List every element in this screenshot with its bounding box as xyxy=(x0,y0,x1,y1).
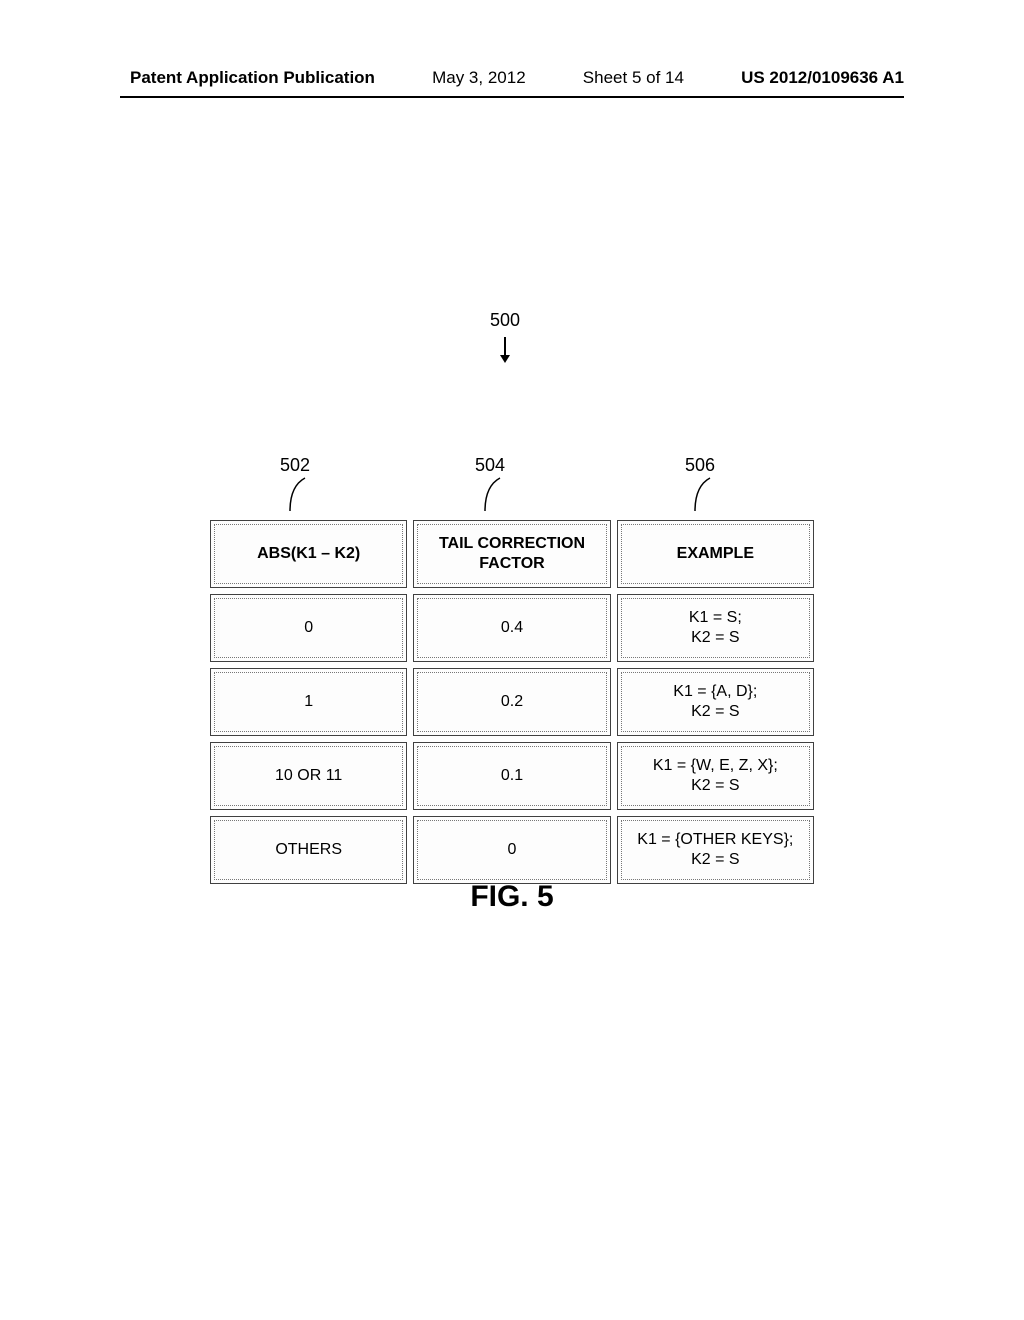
publication-date: May 3, 2012 xyxy=(432,68,526,88)
table-cell-text: K1 = {A, D}; K2 = S xyxy=(673,682,757,722)
figure-reference-number: 500 xyxy=(490,310,520,330)
sheet-number: Sheet 5 of 14 xyxy=(583,68,684,88)
table-cell-text: 0 xyxy=(508,840,517,860)
table-cell-text: K1 = {W, E, Z, X}; K2 = S xyxy=(653,756,778,796)
leader-line-icon xyxy=(465,476,515,516)
header-divider xyxy=(120,96,904,98)
table-cell: 0.1 xyxy=(413,742,610,810)
column-reference-labels: 502 504 506 xyxy=(210,455,820,520)
table-cell-text: 1 xyxy=(304,692,313,712)
publication-number: US 2012/0109636 A1 xyxy=(741,68,904,88)
table-cell-text: K1 = {OTHER KEYS}; K2 = S xyxy=(637,830,793,870)
table-cell: K1 = {W, E, Z, X}; K2 = S xyxy=(617,742,814,810)
table-cell-text: 10 OR 11 xyxy=(275,766,342,786)
table-row: 1 0.2 K1 = {A, D}; K2 = S xyxy=(210,668,820,736)
table-header-cell: ABS(K1 – K2) xyxy=(210,520,407,588)
table-header-cell: EXAMPLE xyxy=(617,520,814,588)
table-cell-text: 0 xyxy=(304,618,313,638)
table-cell-text: 0.4 xyxy=(501,618,523,638)
table-cell: 0.2 xyxy=(413,668,610,736)
table-cell: K1 = {OTHER KEYS}; K2 = S xyxy=(617,816,814,884)
table-header-cell: TAIL CORRECTION FACTOR xyxy=(413,520,610,588)
table-cell: 0.4 xyxy=(413,594,610,662)
table-header-text: TAIL CORRECTION FACTOR xyxy=(439,534,585,574)
leader-line-icon xyxy=(270,476,320,516)
publication-label: Patent Application Publication xyxy=(130,68,375,88)
table-cell: 1 xyxy=(210,668,407,736)
table-cell-text: OTHERS xyxy=(275,840,342,860)
table-cell: 10 OR 11 xyxy=(210,742,407,810)
column-reference-number: 504 xyxy=(475,455,505,476)
table-cell: 0 xyxy=(413,816,610,884)
column-reference-number: 506 xyxy=(685,455,715,476)
figure-reference-label: 500 xyxy=(490,310,520,363)
column-reference: 506 xyxy=(675,455,725,516)
column-reference: 502 xyxy=(270,455,320,516)
table-row: 0 0.4 K1 = S; K2 = S xyxy=(210,594,820,662)
arrow-down-icon xyxy=(498,335,512,363)
leader-line-icon xyxy=(675,476,725,516)
table-cell: K1 = S; K2 = S xyxy=(617,594,814,662)
table-cell-text: 0.2 xyxy=(501,692,523,712)
page-header: Patent Application Publication May 3, 20… xyxy=(0,68,1024,88)
figure-caption: FIG. 5 xyxy=(0,880,1024,914)
table-cell: K1 = {A, D}; K2 = S xyxy=(617,668,814,736)
table-cell-text: K1 = S; K2 = S xyxy=(689,608,742,648)
table-header-text: EXAMPLE xyxy=(677,544,754,564)
table-row: OTHERS 0 K1 = {OTHER KEYS}; K2 = S xyxy=(210,816,820,884)
table-row: 10 OR 11 0.1 K1 = {W, E, Z, X}; K2 = S xyxy=(210,742,820,810)
table-cell: 0 xyxy=(210,594,407,662)
table-header-row: ABS(K1 – K2) TAIL CORRECTION FACTOR EXAMPL… xyxy=(210,520,820,588)
correction-factor-table: ABS(K1 – K2) TAIL CORRECTION FACTOR EXAMPL… xyxy=(210,520,820,890)
table-cell-text: 0.1 xyxy=(501,766,523,786)
table-cell: OTHERS xyxy=(210,816,407,884)
column-reference-number: 502 xyxy=(280,455,310,476)
column-reference: 504 xyxy=(465,455,515,516)
table-header-text: ABS(K1 – K2) xyxy=(257,544,360,564)
